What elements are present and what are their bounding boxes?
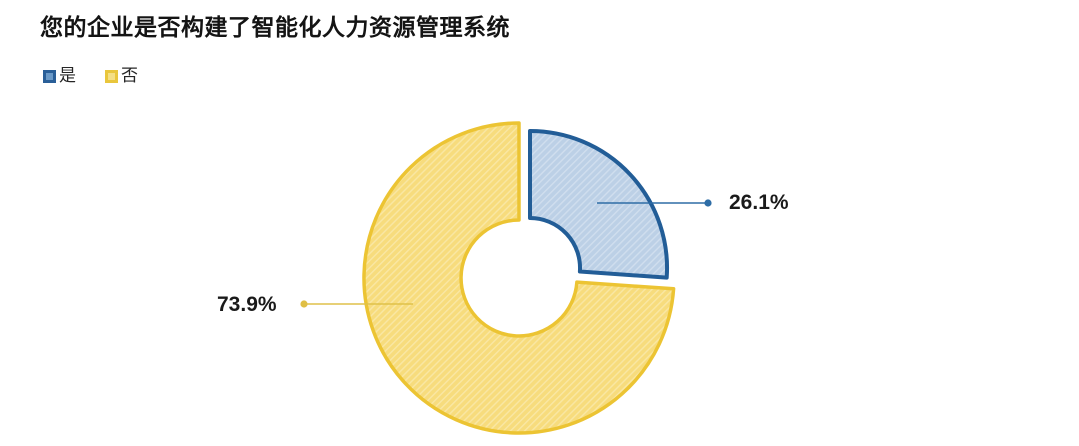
legend-label-no: 否 bbox=[121, 66, 138, 85]
legend-label-yes: 是 bbox=[59, 66, 76, 85]
data-label-yes: 26.1% bbox=[729, 191, 789, 214]
leader-dot-no bbox=[300, 300, 308, 308]
legend-swatch-yes bbox=[43, 69, 56, 83]
pie-slice-yes bbox=[528, 129, 670, 280]
legend-swatch-no bbox=[105, 69, 118, 83]
legend-item-yes: 是 bbox=[43, 66, 76, 86]
legend-item-no: 否 bbox=[105, 66, 138, 86]
chart-title: 您的企业是否构建了智能化人力资源管理系统 bbox=[40, 14, 510, 40]
leader-dot-yes bbox=[704, 199, 712, 207]
legend: 是 否 bbox=[43, 66, 138, 86]
data-label-no: 73.9% bbox=[217, 293, 277, 316]
pie-slice-no bbox=[362, 121, 676, 435]
